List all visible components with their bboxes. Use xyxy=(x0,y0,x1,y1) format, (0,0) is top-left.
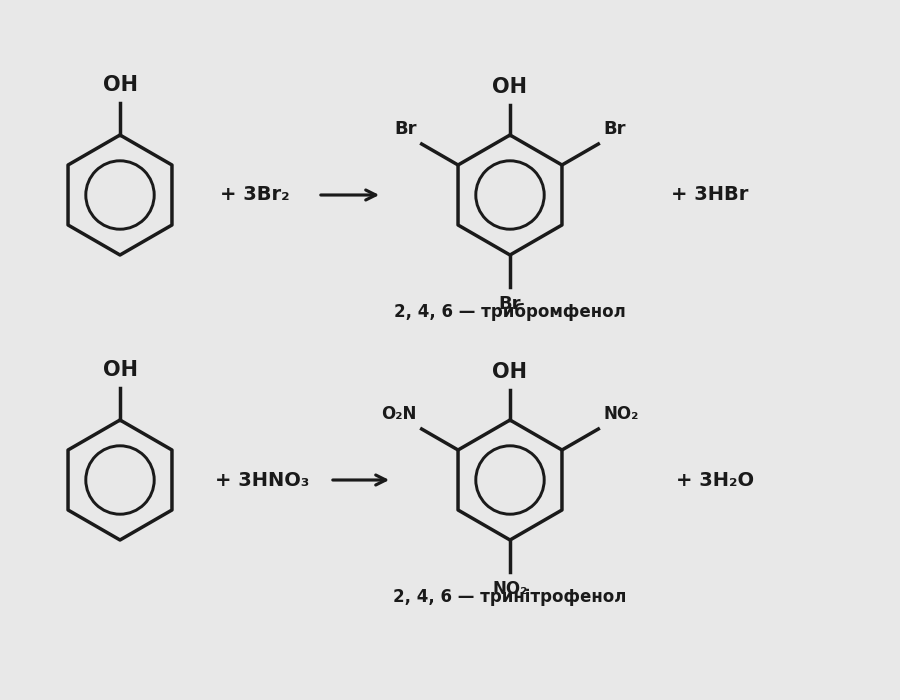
Text: + 3Br₂: + 3Br₂ xyxy=(220,186,290,204)
Text: 2, 4, 6 — тринітрофенол: 2, 4, 6 — тринітрофенол xyxy=(393,588,626,606)
Text: Br: Br xyxy=(603,120,625,138)
Text: + 3H₂O: + 3H₂O xyxy=(676,470,754,489)
Text: OH: OH xyxy=(492,362,527,382)
Text: OH: OH xyxy=(492,77,527,97)
Text: NO₂: NO₂ xyxy=(492,580,527,598)
Text: OH: OH xyxy=(103,360,138,380)
Text: OH: OH xyxy=(103,75,138,95)
Text: + 3HNO₃: + 3HNO₃ xyxy=(215,470,309,489)
Text: 2, 4, 6 — трибромфенол: 2, 4, 6 — трибромфенол xyxy=(394,303,626,321)
Text: Br: Br xyxy=(499,295,521,313)
Text: NO₂: NO₂ xyxy=(603,405,639,423)
Text: Br: Br xyxy=(394,120,417,138)
Text: O₂N: O₂N xyxy=(382,405,417,423)
Text: + 3HBr: + 3HBr xyxy=(671,186,749,204)
